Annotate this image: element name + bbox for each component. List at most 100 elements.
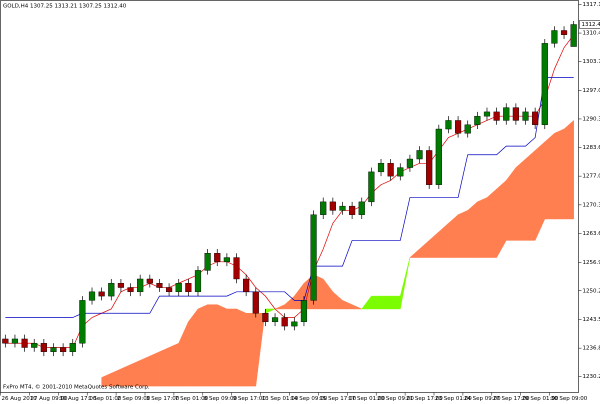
x-tick-label: 23 Sep 01:00 <box>435 396 472 402</box>
indicator-line <box>5 77 574 318</box>
x-tick-label: 24 Sep 09:00 <box>464 396 501 402</box>
candle-body <box>194 270 202 293</box>
candle-body <box>426 150 433 185</box>
candle-body <box>21 338 28 348</box>
candle-body <box>127 287 134 293</box>
candle-body <box>368 171 375 203</box>
candle-body <box>156 283 163 288</box>
candle-body <box>416 150 423 160</box>
y-tick-label: 1250.25 <box>583 288 600 294</box>
cloud-segment <box>371 295 382 310</box>
candle-body <box>377 163 385 173</box>
candle-body <box>185 283 192 293</box>
candle-body <box>165 287 173 293</box>
cloud-segment <box>380 295 391 310</box>
candle-body <box>570 24 577 47</box>
x-tick-label: 30 Aug 17:00 <box>59 396 97 402</box>
candle-body <box>474 115 481 125</box>
x-tick-label: 2 Sep 09:00 <box>117 396 151 402</box>
candle-body <box>243 278 250 293</box>
cloud-segment <box>525 149 536 241</box>
candle-body <box>146 278 153 284</box>
candle-body <box>69 343 76 353</box>
cloud-segment <box>197 304 208 387</box>
x-tick-label: 30 Sep 09:00 <box>551 396 588 402</box>
candle-body <box>137 278 144 293</box>
candle-body <box>454 120 462 134</box>
candle-body <box>117 283 125 288</box>
cloud-segment <box>506 166 517 241</box>
candle-body <box>358 201 365 215</box>
candle-body <box>11 338 19 344</box>
candle-body <box>175 283 182 293</box>
cloud-segment <box>563 119 574 220</box>
cloud-segment <box>245 312 257 387</box>
x-tick-label: 27 Sep 17:00 <box>493 396 530 402</box>
y-tick-label: 1290.35 <box>583 116 600 122</box>
candle-body <box>300 300 308 323</box>
candle-body <box>512 107 519 121</box>
cloud-segment <box>390 295 401 310</box>
candle-body <box>310 214 317 301</box>
y-tick-label: 1277.00 <box>583 174 600 180</box>
cloud-segment <box>477 197 488 258</box>
candle-body <box>522 111 529 121</box>
candle-body <box>233 257 240 280</box>
cloud-segment <box>400 257 411 310</box>
candle-body <box>435 128 442 185</box>
candle-body <box>560 30 568 35</box>
candle-body <box>214 253 221 263</box>
candle-body <box>60 347 67 353</box>
candle-body <box>262 313 269 323</box>
candle-body <box>291 321 298 327</box>
plot-frame <box>0 0 579 393</box>
candle-body <box>349 205 356 215</box>
candle-body <box>98 291 105 297</box>
candle-body <box>252 291 259 314</box>
candle-body <box>397 167 404 177</box>
x-tick-label: 21 Sep 17:00 <box>406 396 443 402</box>
candle-body <box>31 343 38 348</box>
y-tick-label: 1243.55 <box>583 317 600 323</box>
last-price-box <box>579 20 600 29</box>
cloud-segment <box>217 304 228 387</box>
cloud-segment <box>486 188 497 258</box>
chart-title: GOLD,H4 1307.25 1313.21 1307.25 1312.40 <box>3 4 127 10</box>
candle-body <box>88 291 96 301</box>
cloud-segment <box>149 351 160 387</box>
x-tick-label: 20 Sep 09:00 <box>377 396 414 402</box>
y-tick-label: 1230.20 <box>583 374 600 380</box>
y-tick-label: 1236.85 <box>583 346 600 352</box>
footer: FxPro MT4, © 2001-2010 MetaQuotes Softwa… <box>3 384 150 391</box>
x-tick-label: 14 Sep 09:00 <box>291 396 328 402</box>
cloud-segment <box>226 308 237 387</box>
y-tick-label: 1310.40 <box>583 31 600 37</box>
candle-body <box>50 347 57 353</box>
candle-body <box>541 43 548 125</box>
candle-body <box>79 300 86 344</box>
x-tick-label: 7 Sep 01:00 <box>175 396 209 402</box>
x-tick-label: 3 Sep 17:00 <box>146 396 180 402</box>
cloud-segment <box>457 210 468 258</box>
x-tick-label: 27 Aug 09:00 <box>30 396 68 402</box>
candle-body <box>204 253 211 271</box>
cloud-segment <box>159 347 170 387</box>
x-tick-label: 29 Sep 01:00 <box>522 396 559 402</box>
x-tick-label: 15 Sep 17:00 <box>319 396 356 402</box>
cloud-segment <box>139 355 151 387</box>
y-tick-label: 1283.65 <box>583 145 600 151</box>
candle-body <box>464 124 471 134</box>
candle-body <box>329 201 336 211</box>
candle-body <box>493 111 500 121</box>
x-tick-label: 1 Sep 01:00 <box>88 396 122 402</box>
cloud-segment <box>188 308 199 387</box>
candle-body <box>551 30 558 44</box>
candle-body <box>339 205 346 211</box>
candle-body <box>387 163 394 177</box>
x-tick-label: 17 Sep 01:00 <box>348 396 385 402</box>
cloud-segment <box>207 304 218 387</box>
y-tick-label: 1317.10 <box>583 2 600 8</box>
cloud-segment <box>168 342 179 387</box>
x-tick-label: 26 Aug 2010 <box>2 396 38 402</box>
